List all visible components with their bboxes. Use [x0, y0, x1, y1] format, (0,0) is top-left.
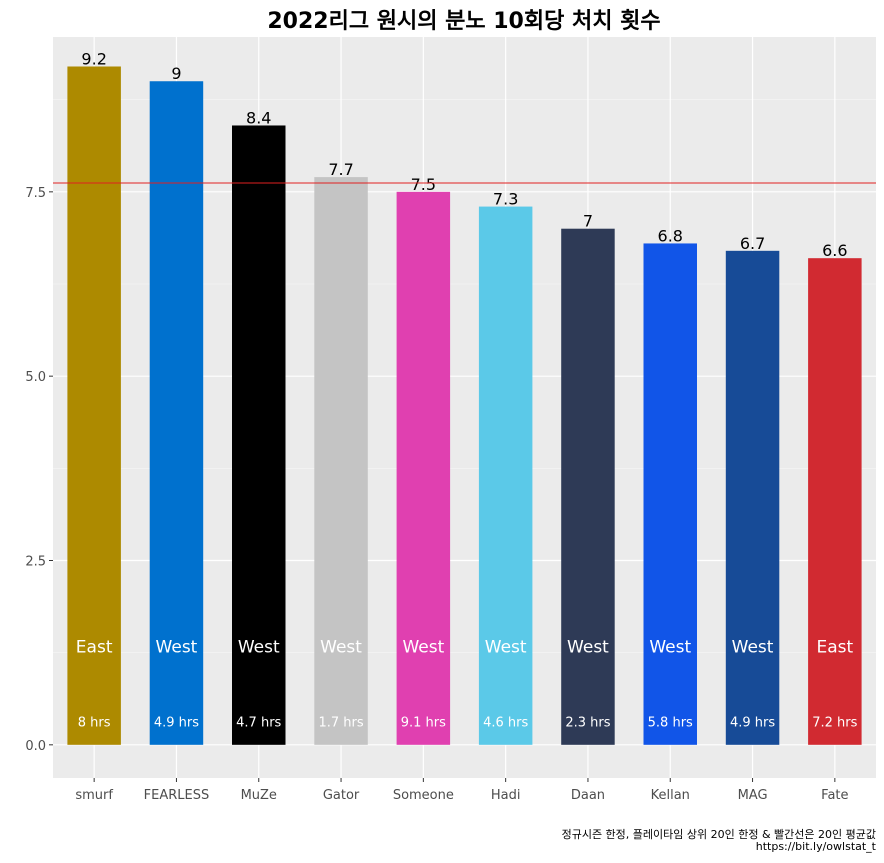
x-tick-label: Daan — [571, 788, 605, 803]
division-label: West — [320, 638, 362, 658]
x-tick-label: Someone — [393, 788, 454, 803]
hours-label: 8 hrs — [78, 715, 111, 730]
value-label: 6.8 — [658, 226, 683, 245]
y-tick-label: 2.5 — [25, 554, 46, 569]
bar — [808, 258, 862, 745]
caption-source: https://bit.ly/owlstat_t — [755, 840, 876, 853]
division-label: East — [76, 638, 113, 658]
hours-label: 5.8 hrs — [648, 715, 693, 730]
division-label: West — [238, 638, 280, 658]
bar — [561, 228, 615, 745]
x-tick-label: Kellan — [651, 788, 690, 803]
y-tick-label: 0.0 — [25, 739, 46, 754]
bar — [149, 81, 204, 745]
hours-label: 1.7 hrs — [318, 715, 363, 730]
bar — [725, 250, 780, 745]
value-label: 7 — [583, 212, 593, 231]
value-label: 6.7 — [740, 234, 765, 253]
x-tick-label: FEARLESS — [144, 788, 210, 803]
x-tick-label: Fate — [821, 788, 848, 803]
hours-label: 9.1 hrs — [401, 715, 446, 730]
bar — [232, 125, 286, 745]
plot-area: 0.0 2.5 5.0 7.5 9.2 East 8 hrs smurf 9 West 4.9 hr… — [25, 37, 876, 803]
value-label: 7.5 — [411, 175, 436, 194]
division-label: West — [402, 638, 444, 658]
bar — [643, 243, 697, 745]
value-label: 7.3 — [493, 190, 518, 209]
chart-title: 2022리그 원시의 분노 10회당 처치 횟수 — [267, 9, 660, 34]
hours-label: 4.6 hrs — [483, 715, 528, 730]
hours-label: 2.3 hrs — [565, 715, 610, 730]
value-label: 7.7 — [328, 160, 353, 179]
y-tick-label: 5.0 — [25, 370, 46, 385]
value-label: 6.6 — [822, 241, 847, 260]
x-tick-label: MAG — [738, 788, 768, 803]
division-label: West — [156, 638, 198, 658]
division-label: East — [817, 638, 854, 658]
bar — [67, 66, 121, 745]
y-tick-label: 7.5 — [25, 186, 46, 201]
x-tick-label: Gator — [323, 788, 360, 803]
value-label: 9.2 — [81, 49, 106, 68]
hours-label: 4.9 hrs — [154, 715, 199, 730]
bar — [478, 206, 533, 745]
division-label: West — [567, 638, 609, 658]
value-label: 9 — [171, 64, 181, 83]
division-label: West — [485, 638, 527, 658]
hours-label: 4.9 hrs — [730, 715, 775, 730]
caption-note: 정규시즌 한정, 플레이타임 상위 20인 한정 & 빨간선은 20인 평균값 — [561, 828, 876, 841]
value-label: 8.4 — [246, 108, 271, 127]
x-tick-label: smurf — [75, 788, 113, 803]
division-label: West — [649, 638, 691, 658]
bar — [314, 177, 368, 745]
hours-label: 7.2 hrs — [812, 715, 857, 730]
x-tick-label: MuZe — [241, 788, 277, 803]
bar — [396, 191, 451, 745]
hours-label: 4.7 hrs — [236, 715, 281, 730]
x-tick-label: Hadi — [491, 788, 521, 803]
division-label: West — [732, 638, 774, 658]
